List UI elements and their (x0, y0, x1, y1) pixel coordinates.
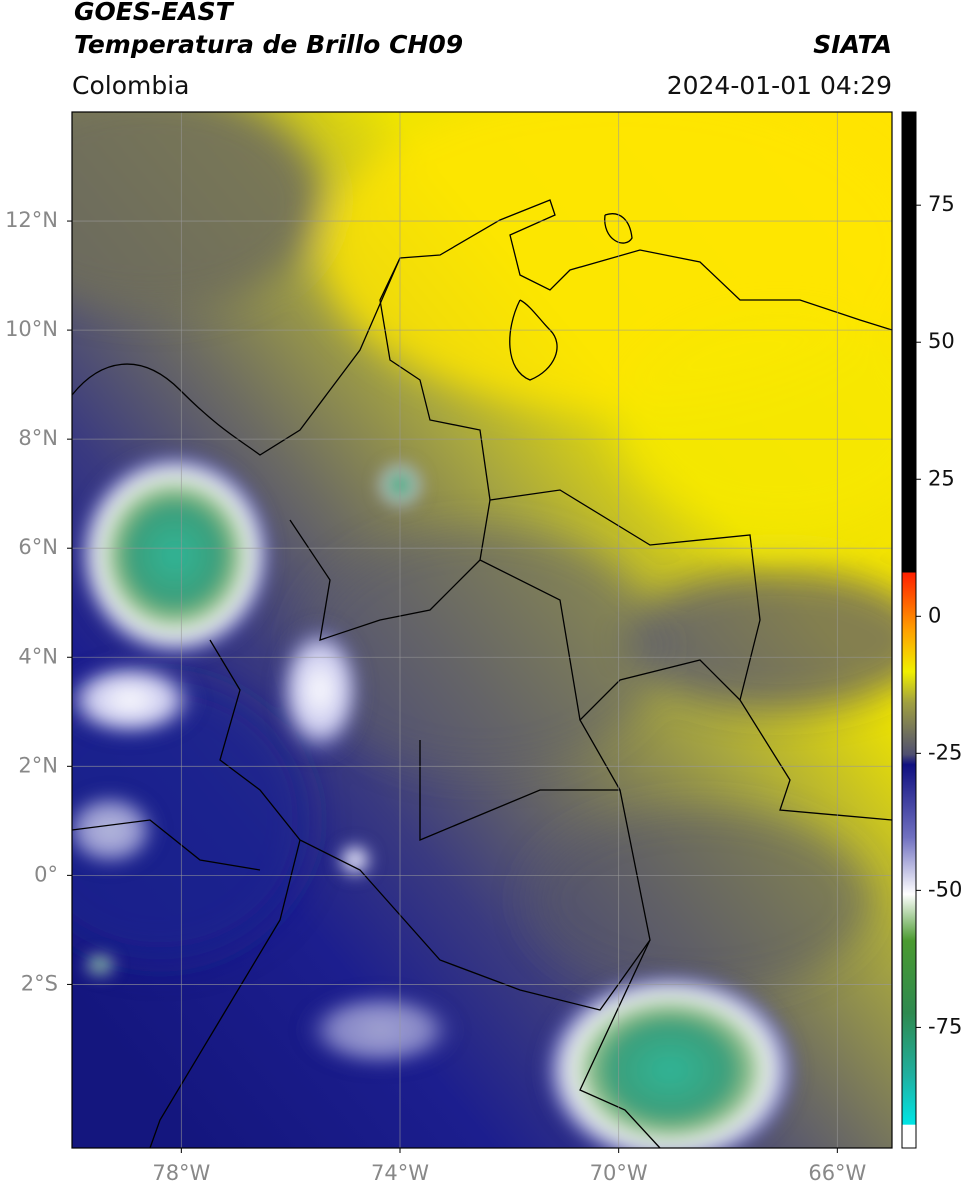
map-frame (71, 111, 893, 1149)
colorbar-tick-label: -25 (928, 740, 962, 764)
colorbar-tick-label: 25 (928, 466, 955, 490)
datetime-label: 2024-01-01 04:29 (667, 71, 892, 100)
colorbar-tick-label: -50 (928, 877, 962, 901)
product-title: Temperatura de Brillo CH09 (74, 30, 463, 59)
lat-tick-label: 10°N (5, 317, 58, 341)
lat-tick-label: 8°N (18, 426, 58, 450)
lon-tick-label: 66°W (808, 1161, 866, 1185)
satellite-title: GOES-EAST (74, 0, 235, 26)
graticule (72, 112, 892, 1148)
satellite-image (72, 112, 892, 1148)
region-label: Colombia (72, 71, 189, 100)
colorbar-tick-label: 75 (928, 192, 955, 216)
lon-tick-label: 70°W (590, 1161, 648, 1185)
colorbar-tick-label: 50 (928, 329, 955, 353)
colorbar (901, 111, 917, 1149)
source-label: SIATA (813, 30, 892, 59)
lat-tick-label: 0° (34, 862, 58, 886)
colorbar-tick-label: 0 (928, 603, 941, 627)
lat-tick-label: 4°N (18, 644, 58, 668)
lon-tick-label: 74°W (371, 1161, 429, 1185)
colorbar-tick-label: -75 (928, 1014, 962, 1038)
lat-tick-label: 2°N (18, 753, 58, 777)
lat-tick-label: 12°N (5, 208, 58, 232)
lon-tick-label: 78°W (152, 1161, 210, 1185)
lat-tick-label: 2°S (21, 971, 58, 995)
lat-tick-label: 6°N (18, 535, 58, 559)
